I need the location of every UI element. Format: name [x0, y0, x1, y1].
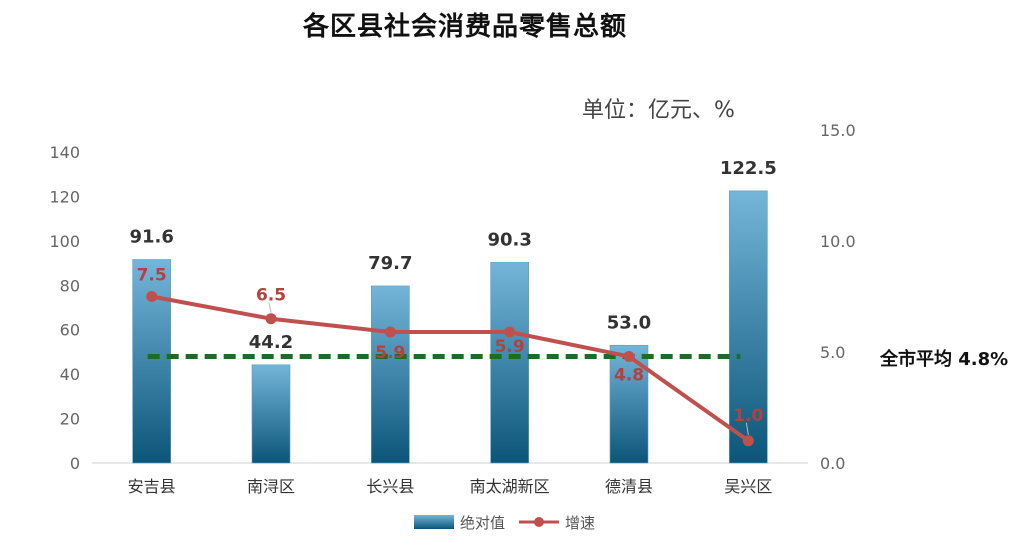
average-label: 全市平均 4.8%: [880, 349, 1009, 370]
legend-bar-label: 绝对值: [460, 514, 505, 532]
line-series: [146, 291, 754, 447]
leader-line-5: [745, 422, 749, 435]
left-tick-3: 60: [60, 321, 80, 340]
growth-value-label-0: 7.5: [137, 266, 167, 286]
bar-value-label-4: 53.0: [607, 312, 651, 333]
left-tick-5: 100: [49, 232, 80, 251]
right-tick-1: 5.0: [820, 343, 845, 362]
left-tick-0: 0: [70, 454, 80, 473]
bar-3: [490, 262, 529, 464]
legend-bar-swatch: [414, 515, 454, 529]
category-labels: 安吉县 南浔区 长兴县 南太湖新区 德清县 吴兴区: [128, 477, 773, 496]
growth-line: [151, 294, 750, 443]
growth-point-4: [623, 350, 635, 362]
category-label-4: 德清县: [605, 477, 653, 496]
bar-4: [609, 344, 649, 464]
growth-point-5: [742, 435, 754, 447]
right-axis-ticks: 0.0 5.0 10.0 15.0: [820, 121, 856, 473]
bar-5: [729, 190, 768, 464]
bar-value-label-2: 79.7: [368, 253, 412, 274]
category-label-1: 南浔区: [247, 477, 295, 496]
growth-value-label-2: 5.9: [375, 343, 405, 363]
bar-2: [371, 285, 410, 464]
category-label-5: 吴兴区: [724, 477, 772, 496]
chart-title: 各区县社会消费品零售总额: [302, 12, 627, 42]
bar-0: [132, 259, 171, 464]
growth-value-label-4: 4.8: [614, 365, 644, 385]
right-tick-3: 15.0: [820, 121, 856, 140]
growth-point-1: [265, 313, 277, 325]
category-label-2: 长兴县: [366, 477, 414, 496]
growth-value-label-3: 5.9: [495, 337, 525, 357]
data-labels: 91.6 44.2 79.7 90.3 53.0 122.5 7.5 6.5 5.9 5.9 4.8…: [129, 158, 777, 435]
left-axis-ticks: 0 20 40 60 80 100 120 140: [49, 143, 80, 473]
growth-point-0: [146, 291, 158, 302]
left-tick-2: 40: [60, 365, 80, 384]
legend: 绝对值 增速: [414, 514, 595, 532]
bar-value-label-3: 90.3: [487, 229, 531, 250]
bar-value-label-5: 122.5: [720, 158, 777, 179]
bar-value-label-0: 91.6: [129, 227, 173, 248]
growth-value-label-1: 6.5: [256, 286, 286, 306]
right-tick-2: 10.0: [820, 232, 856, 251]
left-tick-7: 140: [49, 143, 80, 162]
leader-line-1: [268, 302, 272, 313]
growth-point-2: [384, 326, 396, 338]
legend-line-label: 增速: [565, 514, 595, 532]
category-label-0: 安吉县: [128, 477, 176, 496]
legend-line-marker: [534, 517, 544, 527]
left-tick-6: 120: [49, 187, 80, 206]
growth-point-3: [504, 326, 516, 338]
bar-1: [251, 364, 291, 464]
bar-value-label-1: 44.2: [249, 332, 293, 353]
left-tick-1: 20: [60, 410, 80, 429]
unit-label: 单位：亿元、%: [582, 98, 735, 123]
bar-series: [132, 190, 768, 464]
left-tick-4: 80: [60, 276, 80, 295]
right-tick-0: 0.0: [820, 454, 845, 473]
growth-value-label-5: 1.0: [733, 406, 763, 426]
category-label-3: 南太湖新区: [470, 477, 550, 496]
